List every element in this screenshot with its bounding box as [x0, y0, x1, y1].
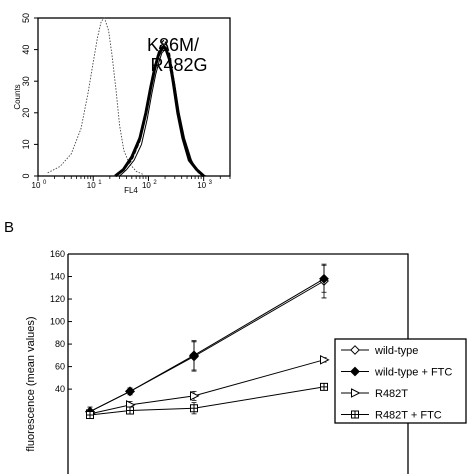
panel-b-letter: B — [4, 219, 14, 236]
panel-a-x-tick-label: 10 — [87, 181, 96, 190]
panel-b-legend-marker — [351, 388, 361, 398]
panel-a-histogram-line-1 — [47, 17, 144, 175]
panel-b-y-tick-label: 160 — [50, 249, 65, 259]
panel-a-x-tick-exponent: 0 — [43, 180, 47, 186]
panel-a-histogram-line-3 — [114, 39, 205, 177]
panel-a-y-axis-label: Counts — [13, 84, 22, 109]
panel-b-legend-label: R482T — [375, 388, 408, 400]
panel-a-annotation-line2: R482G — [150, 55, 207, 75]
panel-a-annotation-line1: K86M/ — [147, 35, 199, 55]
panel-b-legend-label: wild-type + FTC — [374, 367, 452, 379]
panel-b-series-group — [85, 263, 330, 420]
panel-b-data-point — [320, 355, 330, 365]
panel-b-series-line — [89, 278, 325, 413]
panel-b-data-point — [125, 386, 135, 397]
panel-b-legend-marker — [351, 410, 359, 419]
panel-a-x-tick-label: 10 — [197, 181, 206, 190]
panel-a-y-tick-label: 50 — [21, 13, 31, 23]
panel-a-y-tick-label: 0 — [21, 173, 31, 178]
panel-a-histogram-line-4 — [119, 49, 207, 177]
panel-a-y-tick-label: 40 — [21, 45, 31, 55]
panel-b-y-tick-label: 60 — [55, 362, 65, 372]
panel-b-data-point — [86, 411, 94, 420]
panel-a-x-tick-label: 10 — [142, 181, 151, 190]
panel-b-line-chart: 40 60 80 100 120 140 160 fluorescence (mean va… — [25, 249, 467, 474]
panel-a-histogram-line-2 — [114, 44, 205, 178]
panel-a-y-tick-label: 20 — [21, 108, 31, 118]
panel-a-x-tick-exponent: 1 — [98, 180, 102, 186]
panel-b-data-point — [319, 273, 329, 284]
panel-b-legend-label: wild-type — [374, 345, 418, 357]
panel-b-series-line — [89, 359, 325, 415]
panel-a-x-tick-label: 10 — [32, 181, 41, 190]
panel-b-data-point — [189, 350, 199, 361]
panel-b-series-2 — [85, 264, 329, 417]
panel-b-series-1 — [85, 263, 329, 417]
panel-a-y-tick-label: 10 — [21, 139, 31, 149]
panel-a-y-axis: 0 10 20 30 40 50 — [21, 13, 38, 179]
panel-a-y-tick-label: 30 — [21, 76, 31, 86]
panel-b-series-4 — [86, 382, 328, 420]
panel-b-data-point — [190, 404, 198, 413]
panel-b-y-tick-label: 120 — [50, 294, 65, 304]
panel-a-x-tick-exponent: 2 — [153, 180, 157, 186]
panel-b-legend-marker — [350, 366, 360, 377]
panel-a-x-tick-exponent: 3 — [209, 180, 213, 186]
panel-b-series-3 — [86, 355, 330, 419]
panel-b-data-point — [126, 406, 134, 415]
panel-b-data-point — [190, 391, 200, 401]
panel-b-y-axis-label: fluorescence (mean values) — [25, 316, 37, 451]
panel-b-data-point — [320, 382, 328, 391]
panel-b-legend: wild-type wild-type + FTC R482T R482T + FTC — [334, 338, 467, 424]
panel-b-y-axis: 40 60 80 100 120 140 160 — [50, 249, 72, 394]
panel-b-y-tick-label: 100 — [50, 317, 65, 327]
panel-b-y-tick-label: 80 — [55, 339, 65, 349]
panel-a-x-axis: 10 0 10 1 10 2 10 3 — [32, 176, 231, 190]
panel-b-y-tick-label: 40 — [55, 384, 65, 394]
panel-a-x-axis-label: FL4 — [124, 186, 138, 195]
panel-b-legend-marker — [350, 345, 360, 355]
panel-b-y-tick-label: 140 — [50, 272, 65, 282]
panel-a-plot-frame — [37, 17, 231, 177]
panel-a-series-group — [47, 17, 207, 178]
panel-b-legend-label: R482T + FTC — [375, 410, 442, 422]
panel-b-series-line — [89, 386, 325, 416]
